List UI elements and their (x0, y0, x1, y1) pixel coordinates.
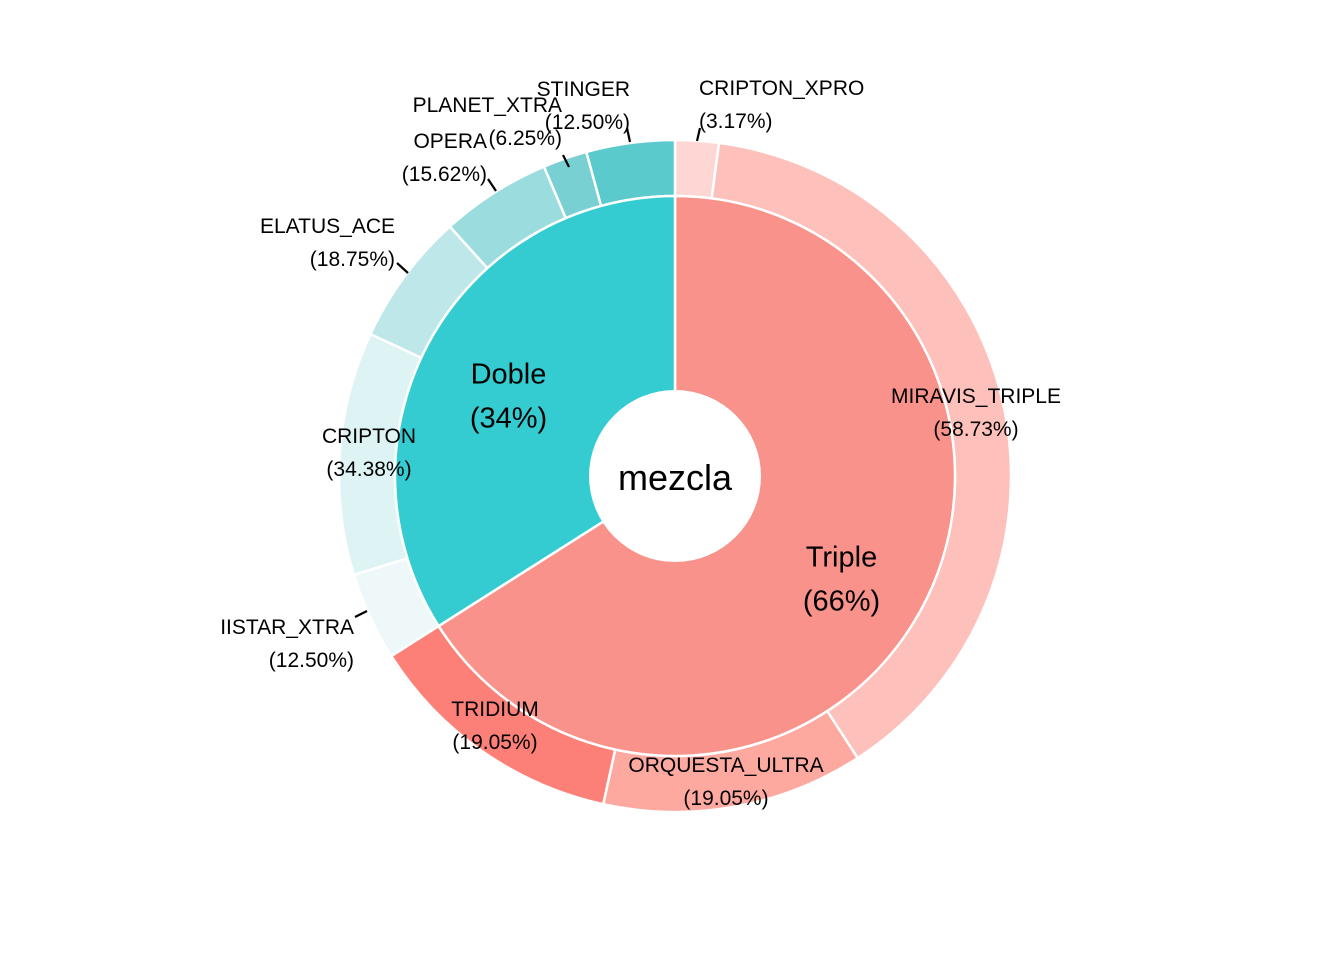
outer-pct-stinger: (12.50%) (545, 111, 630, 134)
leader-line-opera (487, 178, 497, 192)
outer-pct-planet-xtra: (6.25%) (488, 127, 562, 150)
leader-line-planet-xtra (562, 154, 570, 168)
outer-label-planet-xtra: PLANET_XTRA (413, 94, 562, 117)
outer-label-elatus-ace: ELATUS_ACE (260, 215, 395, 238)
inner-pct-triple: (66%) (803, 586, 880, 618)
outer-pct-elatus-ace: (18.75%) (310, 248, 395, 271)
outer-pct-cripton-xpro: (3.17%) (699, 110, 773, 133)
leader-line-mistar-xtra (354, 610, 368, 618)
outer-pct-cripton: (34.38%) (326, 458, 411, 481)
outer-label-orquesta-ultra: ORQUESTA_ULTRA (628, 754, 823, 777)
center-label: mezcla (618, 457, 733, 498)
outer-pct-miravis-triple: (58.73%) (933, 418, 1018, 441)
leader-line-cripton-xpro (695, 127, 702, 142)
inner-pct-doble: (34%) (470, 402, 547, 434)
outer-pct-opera: (15.62%) (402, 163, 487, 186)
outer-label-mistar-xtra: IISTAR_XTRA (220, 616, 354, 639)
leader-line-stinger (625, 127, 632, 143)
leader-line-elatus-ace (396, 262, 409, 274)
outer-label-opera: OPERA (413, 130, 487, 153)
leader-lines (354, 127, 702, 618)
outer-pct-tridium: (19.05%) (452, 731, 537, 754)
outer-pct-mistar-xtra: (12.50%) (269, 649, 354, 672)
center-hole (589, 390, 761, 562)
inner-label-doble: Doble (471, 358, 547, 390)
outer-ring (337, 138, 1013, 814)
outer-pct-orquesta-ultra: (19.05%) (683, 787, 768, 810)
outer-label-tridium: TRIDIUM (451, 698, 539, 721)
outer-label-cripton-xpro: CRIPTON_XPRO (699, 77, 864, 100)
outer-label-miravis-triple: MIRAVIS_TRIPLE (891, 385, 1061, 408)
labels: Triple (66%) Doble (34%) CRIPTON_XPRO (3.17%)… (220, 77, 1061, 810)
outer-label-stinger: STINGER (537, 78, 630, 101)
inner-label-triple: Triple (806, 542, 877, 574)
outer-label-cripton: CRIPTON (322, 425, 416, 448)
